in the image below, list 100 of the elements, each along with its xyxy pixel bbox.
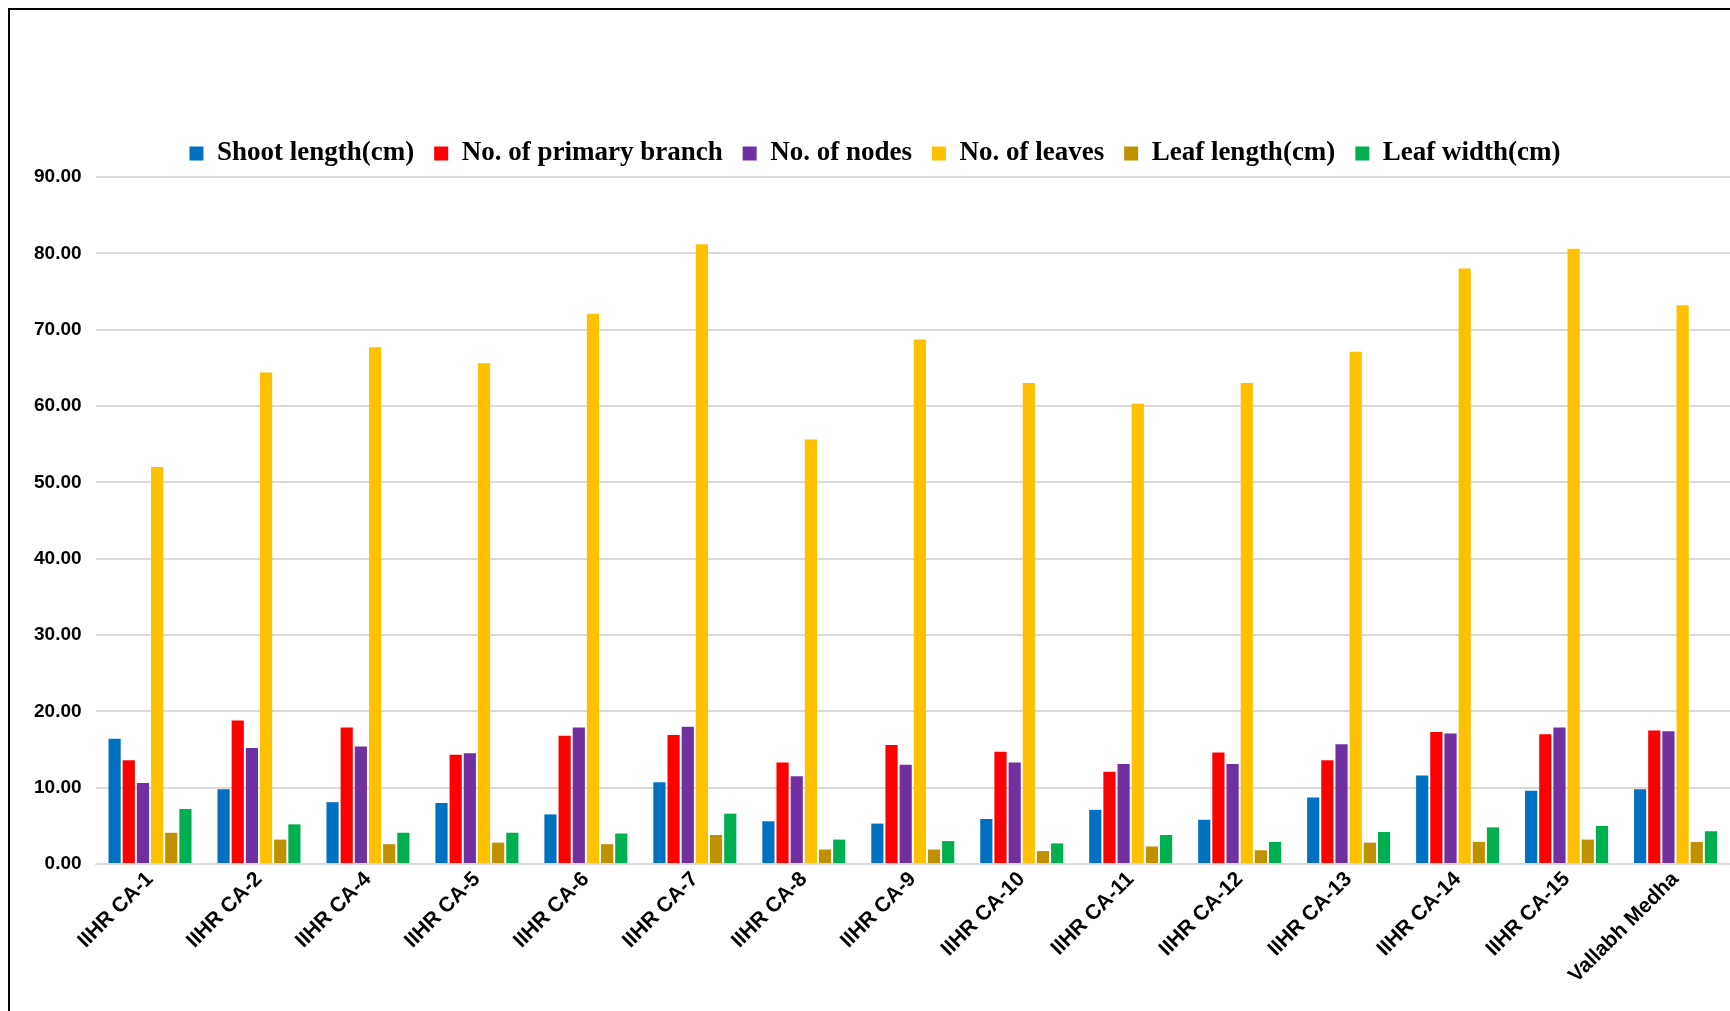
bar bbox=[1581, 839, 1594, 864]
y-tick-label: 60.00 bbox=[34, 394, 82, 416]
bar bbox=[217, 789, 230, 864]
bar bbox=[1117, 764, 1130, 864]
bar bbox=[354, 746, 367, 864]
y-tick-label: 70.00 bbox=[34, 317, 82, 339]
bar bbox=[136, 783, 150, 864]
bar bbox=[340, 727, 353, 864]
bar bbox=[151, 467, 164, 864]
y-tick-label: 90.00 bbox=[34, 165, 82, 187]
bar bbox=[108, 738, 121, 864]
y-tick-label: 80.00 bbox=[34, 241, 82, 263]
bar bbox=[994, 751, 1007, 864]
bar bbox=[1648, 730, 1661, 864]
bar bbox=[1089, 809, 1102, 864]
y-tick-label: 30.00 bbox=[34, 623, 82, 645]
bar bbox=[653, 782, 666, 864]
bar bbox=[1008, 762, 1021, 864]
bar bbox=[833, 839, 846, 864]
bar bbox=[667, 735, 680, 864]
bar bbox=[1307, 797, 1320, 864]
bar bbox=[980, 819, 993, 864]
bar bbox=[1525, 790, 1538, 864]
y-tick-label: 40.00 bbox=[34, 546, 82, 568]
bar bbox=[259, 372, 273, 864]
bar bbox=[1363, 842, 1376, 864]
bar bbox=[1268, 841, 1282, 864]
bar bbox=[492, 842, 505, 864]
bar bbox=[871, 823, 884, 864]
legend-label: No. of leaves bbox=[959, 136, 1105, 167]
bar bbox=[818, 849, 832, 864]
legend-label: No. of primary branch bbox=[461, 136, 723, 167]
bar bbox=[122, 760, 135, 864]
bar bbox=[179, 809, 192, 864]
bar bbox=[572, 727, 585, 864]
bar bbox=[1595, 825, 1609, 864]
legend-label: No. of nodes bbox=[770, 136, 912, 167]
bar bbox=[927, 849, 941, 864]
bar bbox=[1377, 831, 1391, 864]
bar bbox=[288, 824, 301, 864]
bar bbox=[1472, 841, 1485, 864]
bar bbox=[1145, 846, 1159, 864]
bar bbox=[274, 839, 287, 864]
bar bbox=[1704, 831, 1718, 864]
bar bbox=[586, 313, 600, 864]
bar bbox=[1349, 351, 1362, 864]
bar bbox=[804, 439, 817, 864]
bar bbox=[1634, 789, 1647, 864]
bar bbox=[1458, 268, 1471, 864]
bar bbox=[776, 762, 789, 864]
legend-label: Shoot length(cm) bbox=[216, 136, 415, 167]
bar bbox=[1051, 843, 1064, 864]
bar bbox=[790, 776, 803, 864]
y-tick-label: 20.00 bbox=[34, 699, 82, 721]
bar bbox=[449, 754, 462, 864]
bar bbox=[1539, 734, 1552, 864]
bar bbox=[1690, 841, 1703, 864]
bar bbox=[1198, 819, 1211, 864]
bar bbox=[1553, 727, 1566, 864]
bar bbox=[1226, 764, 1239, 864]
bar bbox=[368, 347, 382, 864]
bar bbox=[724, 813, 737, 864]
bar bbox=[1567, 248, 1580, 864]
bar bbox=[1416, 775, 1429, 864]
bar bbox=[231, 720, 244, 864]
bar bbox=[913, 339, 926, 864]
bar bbox=[383, 844, 396, 864]
bar bbox=[397, 832, 410, 864]
bar bbox=[681, 726, 694, 864]
bar bbox=[435, 802, 448, 864]
legend-label: Leaf length(cm) bbox=[1151, 136, 1336, 167]
bar bbox=[1444, 733, 1457, 864]
bar bbox=[601, 844, 614, 864]
bar bbox=[899, 764, 912, 864]
bar bbox=[558, 735, 571, 864]
bar bbox=[1254, 850, 1267, 864]
bar bbox=[1036, 851, 1050, 864]
bar bbox=[615, 833, 628, 864]
bar bbox=[506, 832, 519, 864]
bar bbox=[1160, 835, 1173, 864]
bar bbox=[1103, 771, 1116, 864]
bar bbox=[1676, 305, 1689, 864]
bar bbox=[1131, 403, 1144, 864]
bar bbox=[710, 835, 723, 864]
bar bbox=[1022, 383, 1035, 864]
bar bbox=[1321, 760, 1334, 864]
bar bbox=[1335, 744, 1348, 864]
bar bbox=[245, 748, 258, 864]
bar bbox=[942, 841, 955, 864]
y-tick-label: 10.00 bbox=[34, 775, 82, 797]
bar bbox=[885, 744, 898, 864]
bar bbox=[1212, 752, 1225, 864]
bar bbox=[1486, 827, 1500, 864]
bar bbox=[1662, 731, 1675, 864]
bar bbox=[1430, 731, 1443, 864]
bar bbox=[762, 821, 775, 864]
bar bbox=[544, 814, 557, 864]
bar bbox=[695, 244, 709, 864]
bar bbox=[463, 753, 476, 864]
bar bbox=[477, 363, 491, 864]
